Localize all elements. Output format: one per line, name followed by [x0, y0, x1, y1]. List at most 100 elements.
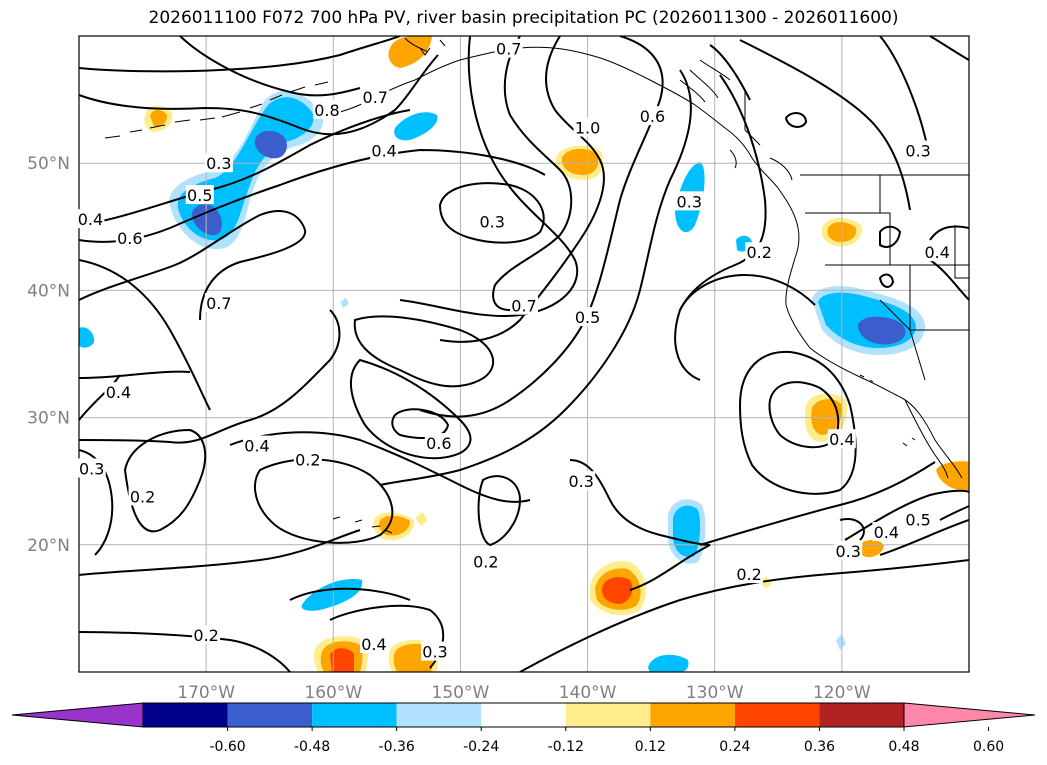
contour-line	[79, 370, 191, 379]
precip-neg-subtropic-core	[673, 505, 701, 558]
precip-neg-aleutian-dark2	[254, 130, 287, 159]
contour-line	[879, 36, 929, 151]
coastline-bc	[724, 127, 800, 259]
contour-label: 0.7	[206, 294, 231, 313]
contour-label-bg	[827, 429, 856, 449]
contour-label: 0.4	[106, 383, 131, 402]
colorbar-swatch	[227, 703, 313, 727]
contour-label: 0.4	[874, 523, 899, 542]
contour-line	[353, 315, 495, 388]
precip-pos-hawaii-dot	[415, 512, 428, 526]
contour-label-bg	[675, 191, 704, 211]
contour-label: 0.7	[511, 297, 536, 316]
colorbar-swatch	[481, 703, 566, 727]
contour-line	[79, 259, 211, 411]
lat-tick-label: 50°N	[27, 154, 70, 174]
axis-labels: 170°W 160°W 150°W 140°W 130°W 120°W 50°N 40°N 30…	[27, 154, 871, 703]
colorbar-swatch	[396, 703, 482, 727]
contour-label-bg	[312, 99, 341, 119]
contour-line	[709, 44, 751, 101]
map-background	[79, 36, 969, 672]
contour-labels: 0.8 0.7 0.7 0.4 1.0 0.6 0.3 0.5 0.4 0.6 0.3 0.3 0.2 0…	[76, 38, 952, 662]
colorbar-swatch	[312, 703, 397, 727]
contour-label: 0.2	[295, 451, 320, 470]
contour-line	[79, 529, 361, 576]
contour-line	[878, 273, 895, 288]
contour-label: 0.2	[736, 565, 761, 584]
contour-label: 0.3	[835, 542, 860, 561]
colorbar-swatch	[143, 703, 228, 727]
contour-label-bg	[359, 634, 388, 654]
contour-label-bg	[638, 106, 667, 126]
map-content	[79, 36, 969, 672]
contour-label: 0.2	[130, 487, 155, 506]
contour-line	[492, 36, 573, 311]
contour-label-bg	[471, 551, 500, 571]
colorbar-tick-label: 0.12	[635, 739, 666, 755]
contour-line	[674, 74, 767, 381]
contour-label-bg	[361, 87, 390, 107]
colorbar-tick-label: -0.48	[294, 739, 330, 755]
border-bc-alaska	[744, 90, 761, 146]
contour-line	[79, 374, 121, 421]
precip-pos-gulf-core	[561, 148, 599, 175]
contour-label: 0.3	[206, 154, 231, 173]
contour-line	[289, 587, 411, 601]
pv-contours	[79, 36, 969, 672]
precip-pos-subtrop-core	[811, 399, 842, 435]
contour-label: 0.3	[479, 213, 504, 232]
lon-tick-label: 140°W	[559, 683, 617, 703]
contour-label-bg	[573, 117, 602, 137]
contour-label-bg	[923, 242, 952, 262]
border-states4	[879, 299, 926, 381]
contour-label-bg	[745, 242, 774, 262]
contour-line	[179, 36, 361, 97]
contour-label: 0.2	[193, 626, 218, 645]
colorbar-extend-high	[903, 702, 1036, 728]
contour-line	[79, 309, 341, 444]
colorbar-tick-label: 0.48	[888, 739, 919, 755]
contour-line	[79, 54, 439, 136]
colorbar-swatch	[819, 703, 904, 727]
contour-label-bg	[192, 625, 221, 645]
colorbar-swatch	[734, 703, 820, 727]
contour-line	[739, 39, 911, 211]
colorbar: -0.60 -0.48 -0.36 -0.24 -0.12 0.12 0.24 0.36 0.4…	[11, 702, 1036, 755]
contour-label-bg	[76, 209, 105, 229]
precip-neg-tiny	[340, 298, 349, 308]
precip-neg-aleutian-dark	[191, 204, 222, 236]
contour-label-bg	[293, 449, 322, 469]
contour-label: 0.4	[78, 210, 103, 229]
contour-line	[679, 273, 816, 311]
contour-label: 0.6	[640, 107, 665, 126]
map-frame	[78, 35, 970, 673]
contour-label-bg	[573, 307, 602, 327]
contour-label-bg	[185, 185, 214, 204]
island-dot2	[902, 437, 916, 447]
contour-line	[844, 489, 969, 541]
colorbar-tick-label: -0.36	[379, 739, 415, 755]
lon-tick-label: 130°W	[686, 683, 744, 703]
contour-label-bg	[494, 38, 523, 58]
precip-neg-hawaii-north	[301, 579, 363, 611]
contour-label: 0.3	[677, 192, 702, 211]
contour-label: 0.2	[473, 552, 498, 571]
contour-label: 0.6	[426, 434, 451, 453]
contour-line	[929, 259, 969, 301]
colorbar-tick-label: -0.24	[463, 739, 499, 755]
island-se-alaska	[679, 59, 731, 103]
contour-label-bg	[904, 140, 933, 160]
contour-line	[939, 505, 969, 521]
precip-neg-california-dark	[858, 316, 906, 345]
contour-line	[738, 350, 857, 495]
contour-label: 0.5	[575, 308, 600, 327]
coastline-aleutians	[104, 81, 329, 139]
contour-line	[79, 36, 401, 73]
contour-line	[929, 225, 969, 241]
contour-line	[379, 69, 692, 486]
coastline-us-west	[785, 257, 963, 479]
map-title: 2026011100 F072 700 hPa PV, river basin …	[148, 8, 899, 28]
contour-label: 0.2	[746, 243, 771, 262]
colorbar-tick-label: -0.12	[548, 739, 584, 755]
contour-line	[399, 36, 579, 317]
